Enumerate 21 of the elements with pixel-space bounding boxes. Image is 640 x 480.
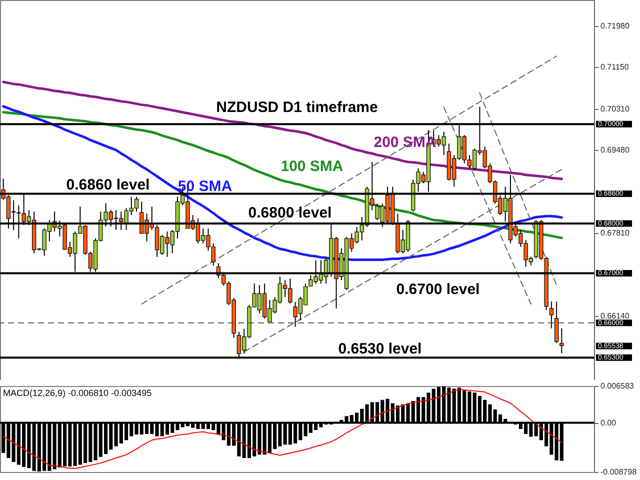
candlestick (549, 301, 554, 329)
y-tick-label: 0.70310 (600, 104, 630, 114)
candlestick (560, 328, 564, 354)
y-tick-label: 0.66140 (600, 311, 630, 320)
series-label: 50 SMA (178, 178, 232, 195)
y-tick-label: 0.00 (600, 418, 617, 428)
y-tick-label: 0.69480 (600, 146, 630, 155)
series-label: 100 SMA (280, 158, 344, 175)
candlestick (554, 301, 559, 344)
text: NZDUSD D1 timeframe (216, 99, 378, 116)
y-tick-label: 0.67810 (600, 228, 630, 238)
line-series (2, 388, 562, 470)
annotation: 0.6860 level (66, 176, 150, 194)
annotation: 0.6700 level (396, 281, 480, 298)
y-tick-label: -0.008798 (600, 468, 638, 476)
annotation: 0.6800 level (248, 204, 332, 222)
annotation: 0.6530 level (338, 340, 422, 358)
chart-title: MACD(12,26,9) -0.006810 -0.003495 (3, 388, 152, 398)
y-tick-label: 0.006583 (600, 382, 634, 390)
y-tick-label: 0.71980 (600, 21, 630, 30)
y-tick-label: 0.71150 (600, 62, 630, 72)
